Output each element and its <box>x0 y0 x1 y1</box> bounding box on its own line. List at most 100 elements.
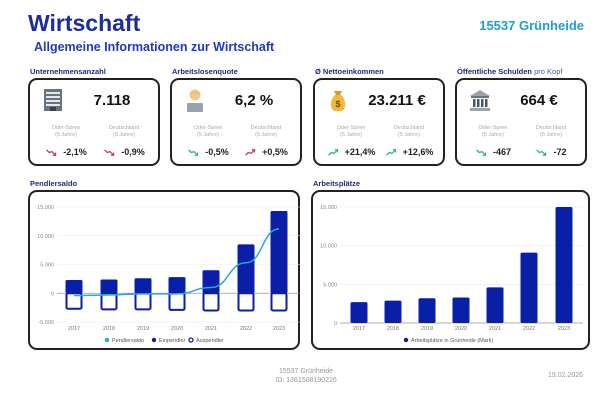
y-tick-label: 5.000 <box>323 282 337 288</box>
kpi-label: Ø Nettoeinkommen <box>315 67 384 76</box>
page-subtitle: Allgemeine Informationen zur Wirtschaft <box>34 40 275 54</box>
bar-arbeitsplaetze <box>520 252 538 323</box>
national-trend: -72 <box>521 147 581 157</box>
trend-down-icon <box>104 148 115 156</box>
region-change-value: -2,1% <box>63 147 87 157</box>
national-compare-label: Deutschland (5 Jahre) <box>94 125 154 139</box>
national-name: Deutschland <box>535 125 567 131</box>
region-name: Oder-Spree <box>193 125 223 131</box>
kpi-value: 7.118 <box>93 92 131 109</box>
region-change-value: -467 <box>492 147 511 157</box>
kpi-label-suffix: pro Kopf <box>534 67 563 76</box>
x-tick-label: 2017 <box>353 326 365 332</box>
y-tick-label: 15.000 <box>320 205 337 211</box>
kpi-card: 664 € Oder-Spree (5 Jahre) Deutschland (5 … <box>455 78 587 166</box>
region-trend: -0,5% <box>178 147 238 157</box>
region-trend: -467 <box>463 147 523 157</box>
y-tick-label: -5.000 <box>38 320 54 326</box>
kpi-label-text: Öffentliche Schulden <box>457 67 533 76</box>
trend-down-icon <box>188 148 199 156</box>
trend-up-icon <box>327 148 338 156</box>
arbeitsplaetze-svg: 15.000 10.000 5.000 0 2017 2018 2019 2020 2021 20… <box>320 205 583 344</box>
national-period: (5 Jahre) <box>254 132 277 138</box>
region-compare-label: Oder-Spree (5 Jahre) <box>178 125 238 139</box>
pendlersaldo-chart: 15.000 10.000 5.000 0 -5.000 2017 2018 2019 2020… <box>28 190 300 350</box>
x-tick-label: 2022 <box>240 326 252 332</box>
y-tick-label: 15.000 <box>37 205 54 211</box>
footer-date: 19.02.2026 <box>548 372 584 379</box>
national-compare-label: Deutschland (5 Jahre) <box>379 125 439 139</box>
trend-down-icon <box>536 148 547 156</box>
kpi-label-text: Unternehmensanzahl <box>30 67 106 76</box>
national-change-value: +0,5% <box>262 147 288 157</box>
bar-auspendler <box>65 292 83 310</box>
money-bag-icon: $ <box>325 87 351 113</box>
trend-down-icon <box>46 148 57 156</box>
x-tick-label: 2018 <box>387 326 399 332</box>
chart-title-arbeitsplaetze: Arbeitsplätze <box>313 179 361 188</box>
kpi-card: 6,2 % Oder-Spree (5 Jahre) Deutschland (5 … <box>170 78 302 166</box>
trend-down-icon <box>476 148 487 156</box>
bar-einpendler <box>100 279 118 294</box>
kpi-label-text: Ø Nettoeinkommen <box>315 67 384 76</box>
kpi-value: 23.211 € <box>368 92 426 109</box>
region-period: (5 Jahre) <box>196 132 219 138</box>
x-tick-label: 2023 <box>558 326 570 332</box>
national-period: (5 Jahre) <box>539 132 562 138</box>
trend-up-icon <box>245 148 256 156</box>
legend-marker-outline <box>188 337 194 343</box>
bar-einpendler <box>65 280 83 294</box>
national-name: Deutschland <box>108 125 140 131</box>
kpi-card: $ 23.211 € Oder-Spree (5 Jahre) Deutschla… <box>313 78 445 166</box>
bar-auspendler <box>202 292 220 312</box>
region-period: (5 Jahre) <box>54 132 77 138</box>
national-trend: +12,6% <box>379 147 439 157</box>
pendlersaldo-line <box>73 228 280 297</box>
bar-einpendler <box>134 278 152 294</box>
x-tick-label: 2019 <box>137 326 149 332</box>
region-trend: +21,4% <box>321 147 381 157</box>
national-trend: +0,5% <box>236 147 296 157</box>
chart-title-pendlersaldo: Pendlersaldo <box>30 179 78 188</box>
region-period: (5 Jahre) <box>481 132 504 138</box>
bar-auspendler <box>237 292 255 312</box>
national-compare-label: Deutschland (5 Jahre) <box>236 125 296 139</box>
footer-info: 15537 Grünheide ID: 1361508190226 <box>250 367 362 385</box>
location-label: 15537 Grünheide <box>479 18 584 33</box>
x-tick-label: 2023 <box>273 326 285 332</box>
legend-marker-line <box>104 337 110 343</box>
bank-building-icon <box>467 87 493 113</box>
page-title: Wirtschaft <box>28 10 141 36</box>
region-change-value: +21,4% <box>344 147 376 157</box>
legend-marker-bar <box>403 337 409 343</box>
kpi-value: 664 € <box>520 92 558 109</box>
national-compare-label: Deutschland (5 Jahre) <box>521 125 581 139</box>
legend-label: Auspendler <box>196 338 224 344</box>
kpi-label: Unternehmensanzahl <box>30 67 106 76</box>
y-tick-label: 5.000 <box>40 263 54 269</box>
trend-up-icon <box>385 148 396 156</box>
bar-einpendler <box>270 211 288 294</box>
bar-auspendler <box>134 292 152 311</box>
x-tick-label: 2020 <box>171 326 183 332</box>
bar-auspendler <box>168 292 186 311</box>
region-change-value: -0,5% <box>205 147 229 157</box>
office-building-icon <box>40 87 66 113</box>
footer-id: ID: 1361508190226 <box>275 377 337 384</box>
region-compare-label: Oder-Spree (5 Jahre) <box>321 125 381 139</box>
bar-arbeitsplaetze <box>555 207 573 323</box>
bar-arbeitsplaetze <box>384 300 402 323</box>
national-period: (5 Jahre) <box>112 132 135 138</box>
y-tick-label: 0 <box>51 291 54 297</box>
y-tick-label: 10.000 <box>37 234 54 240</box>
kpi-label-text: Arbeitslosenquote <box>172 67 238 76</box>
national-name: Deutschland <box>250 125 282 131</box>
legend-label: Arbeitsplätze in Grünheide (Mark) <box>411 338 493 344</box>
kpi-label: Arbeitslosenquote <box>172 67 238 76</box>
svg-text:$: $ <box>335 99 340 109</box>
region-name: Oder-Spree <box>51 125 81 131</box>
kpi-card: 7.118 Oder-Spree (5 Jahre) Deutschland (5 … <box>28 78 160 166</box>
national-change-value: -72 <box>553 147 567 157</box>
x-tick-label: 2019 <box>421 326 433 332</box>
region-name: Oder-Spree <box>336 125 366 131</box>
